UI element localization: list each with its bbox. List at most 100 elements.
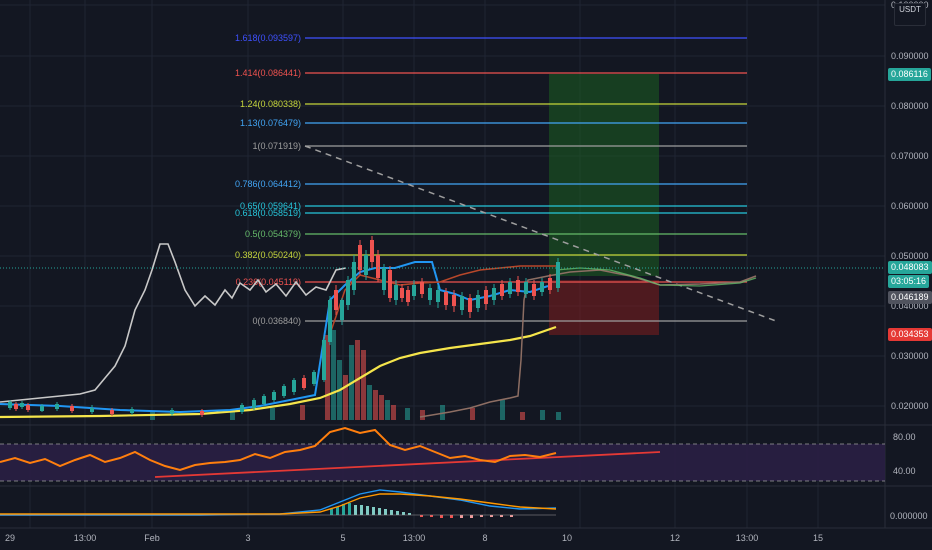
candle-body xyxy=(452,295,456,306)
fib-level-label: 0.786(0.064412) xyxy=(235,179,301,189)
candle-body xyxy=(444,292,448,305)
candle-body xyxy=(382,268,386,290)
candle-body xyxy=(436,290,440,302)
fib-level-label: 0.5(0.054379) xyxy=(245,229,301,239)
current-price-tag: 0.048083 xyxy=(888,261,932,274)
fib-level-label: 0.618(0.058519) xyxy=(235,208,301,218)
candle-body xyxy=(406,290,410,302)
fib-level-label: 1.24(0.080338) xyxy=(240,99,301,109)
moving-average-yellow xyxy=(0,325,557,419)
candle-body xyxy=(312,372,316,384)
time-axis-tick: 3 xyxy=(245,533,250,543)
time-axis-tick: 13:00 xyxy=(736,533,759,543)
candle-body xyxy=(492,288,496,300)
candle-body xyxy=(40,406,44,411)
candle-body xyxy=(70,406,74,411)
candlesticks xyxy=(8,236,560,417)
quote-currency-label: USDT xyxy=(894,3,926,26)
price-axis-tick: 0.020000 xyxy=(891,401,929,411)
candle-body xyxy=(468,298,472,312)
candle-body xyxy=(110,410,114,414)
fib-level-label: 0(0.036840) xyxy=(252,316,301,326)
candle-body xyxy=(412,285,416,296)
target-price-value: 0.086116 xyxy=(891,69,928,79)
candle-body xyxy=(14,404,18,409)
comparison-symbol-line xyxy=(0,243,347,403)
candle-body xyxy=(328,300,332,342)
indicator-projection-line xyxy=(419,269,757,418)
rsi-line xyxy=(0,426,557,472)
fib-level-label: 1.13(0.076479) xyxy=(240,118,301,128)
stop-price-value: 0.034353 xyxy=(891,329,929,339)
fib-level-label: 0.65(0.059641) xyxy=(240,201,301,211)
price-axis-tick: 0.060000 xyxy=(891,201,929,211)
candle-body xyxy=(516,280,520,292)
candle-body xyxy=(90,408,94,412)
candle-body xyxy=(334,290,338,310)
macd-axis-tick: 0.000000 xyxy=(890,511,928,521)
candle-body xyxy=(282,386,286,396)
time-axis-tick: 5 xyxy=(340,533,345,543)
candle-body xyxy=(364,255,368,275)
candle-body xyxy=(240,405,244,412)
candle-body xyxy=(272,392,276,400)
candle-body xyxy=(460,296,464,310)
candle-body xyxy=(548,278,552,290)
time-axis-tick: Feb xyxy=(144,533,160,543)
rsi-axis-tick: 80.00 xyxy=(893,432,916,442)
fib-level-label: 0.382(0.050240) xyxy=(235,250,301,260)
dashed-trend-line[interactable] xyxy=(304,145,777,322)
rsi-trendline[interactable] xyxy=(154,451,661,478)
candle-body xyxy=(476,295,480,308)
candle-body xyxy=(262,396,266,404)
time-axis-tick: 13:00 xyxy=(403,533,426,543)
fib-level-label: 1.414(0.086441) xyxy=(235,68,301,78)
candle-body xyxy=(352,262,356,290)
rsi-axis[interactable]: 80.00 40.00 xyxy=(893,432,916,476)
stop-price-tag: 0.034353 xyxy=(888,328,932,341)
candle-body xyxy=(532,284,536,296)
candle-body xyxy=(420,282,424,294)
macd-histogram xyxy=(330,503,513,518)
candle-body xyxy=(556,262,560,288)
rsi-axis-tick: 40.00 xyxy=(893,466,916,476)
candle-body xyxy=(394,285,398,300)
price-axis-tick: 0.040000 xyxy=(891,301,929,311)
candle-body xyxy=(322,340,326,380)
candle-body xyxy=(376,255,380,278)
time-axis[interactable]: 29 13:00 Feb 3 5 13:00 8 10 12 13:00 15 xyxy=(5,533,823,543)
candle-body xyxy=(130,409,134,413)
candle-body xyxy=(508,282,512,294)
price-axis[interactable]: 0.1000000.0900000.0800000.0700000.060000… xyxy=(891,0,929,411)
macd-line xyxy=(0,489,557,516)
time-axis-tick: 15 xyxy=(813,533,823,543)
candle-body xyxy=(26,405,30,410)
fib-level-label: 1.618(0.093597) xyxy=(235,33,301,43)
long-position-profit-zone[interactable] xyxy=(549,74,659,276)
candle-body xyxy=(8,402,12,408)
candle-body xyxy=(252,400,256,408)
price-axis-tick: 0.050000 xyxy=(891,251,929,261)
candle-body xyxy=(524,282,528,294)
candle-body xyxy=(500,284,504,296)
candle-body xyxy=(540,282,544,292)
price-axis-tick: 0.030000 xyxy=(891,351,929,361)
long-position-loss-zone[interactable] xyxy=(549,280,659,335)
macd-signal-line xyxy=(0,493,557,515)
candle-body xyxy=(388,270,392,298)
bar-countdown-tag: 03:05:16 xyxy=(888,275,930,288)
candle-body xyxy=(400,288,404,298)
candle-body xyxy=(346,280,350,305)
candle-body xyxy=(358,245,362,270)
bar-countdown-value: 03:05:16 xyxy=(891,276,927,286)
macd-axis[interactable]: 0.000000 xyxy=(890,511,928,521)
time-axis-tick: 12 xyxy=(670,533,680,543)
current-price-value: 0.048083 xyxy=(891,262,929,272)
candle-body xyxy=(340,300,344,320)
candle-body xyxy=(170,410,174,414)
time-axis-tick: 8 xyxy=(482,533,487,543)
target-price-tag: 0.086116 xyxy=(888,68,931,81)
quote-currency-text: USDT xyxy=(899,5,921,14)
time-axis-tick: 13:00 xyxy=(74,533,97,543)
